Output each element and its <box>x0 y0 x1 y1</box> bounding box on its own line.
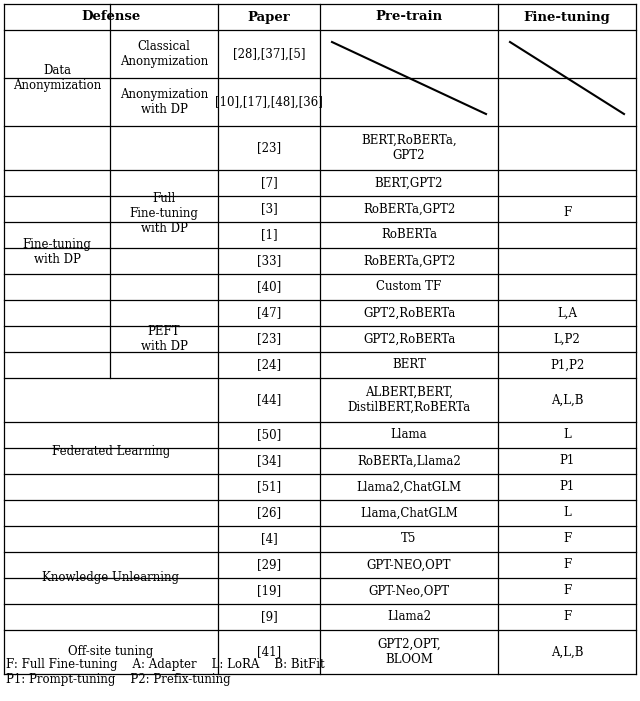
Text: [23]: [23] <box>257 142 281 154</box>
Text: Paper: Paper <box>248 11 291 24</box>
Text: A,L,B: A,L,B <box>551 646 583 658</box>
Text: GPT2,RoBERTa: GPT2,RoBERTa <box>363 306 455 320</box>
Text: GPT-Neo,OPT: GPT-Neo,OPT <box>369 585 449 597</box>
Text: [23]: [23] <box>257 332 281 346</box>
Text: Llama,ChatGLM: Llama,ChatGLM <box>360 507 458 519</box>
Text: L,P2: L,P2 <box>554 332 580 346</box>
Text: [50]: [50] <box>257 428 281 442</box>
Text: [51]: [51] <box>257 480 281 494</box>
Text: RoBERTa,GPT2: RoBERTa,GPT2 <box>363 254 455 268</box>
Text: BERT: BERT <box>392 358 426 372</box>
Text: Llama: Llama <box>390 428 428 442</box>
Text: Defense: Defense <box>81 11 141 24</box>
Text: RoBERTa,GPT2: RoBERTa,GPT2 <box>363 203 455 215</box>
Text: P1: P1 <box>559 454 575 468</box>
Text: F: Full Fine-tuning    A: Adapter    L: LoRA    B: BitFit
P1: Prompt-tuning    P: F: Full Fine-tuning A: Adapter L: LoRA B… <box>6 658 324 686</box>
Text: [47]: [47] <box>257 306 281 320</box>
Text: T5: T5 <box>401 533 417 545</box>
Text: L,A: L,A <box>557 306 577 320</box>
Text: [4]: [4] <box>260 533 277 545</box>
Text: Fine-tuning: Fine-tuning <box>524 11 611 24</box>
Text: [40]: [40] <box>257 280 281 294</box>
Text: Anonymization
with DP: Anonymization with DP <box>120 88 208 116</box>
Text: [28],[37],[5]: [28],[37],[5] <box>233 48 305 60</box>
Text: [9]: [9] <box>260 611 277 623</box>
Text: [7]: [7] <box>260 177 277 189</box>
Text: Fine-tuning
with DP: Fine-tuning with DP <box>22 238 92 266</box>
Text: Off-site tuning: Off-site tuning <box>68 646 154 658</box>
Text: RoBERTa,Llama2: RoBERTa,Llama2 <box>357 454 461 468</box>
Text: [29]: [29] <box>257 559 281 571</box>
Text: BERT,GPT2: BERT,GPT2 <box>375 177 443 189</box>
Text: GPT-NEO,OPT: GPT-NEO,OPT <box>367 559 451 571</box>
Text: [44]: [44] <box>257 393 281 407</box>
Text: [33]: [33] <box>257 254 281 268</box>
Text: PEFT
with DP: PEFT with DP <box>141 325 188 353</box>
Text: RoBERTa: RoBERTa <box>381 229 437 242</box>
Text: Classical
Anonymization: Classical Anonymization <box>120 40 208 68</box>
Text: A,L,B: A,L,B <box>551 393 583 407</box>
Text: P1,P2: P1,P2 <box>550 358 584 372</box>
Text: [26]: [26] <box>257 507 281 519</box>
Text: [41]: [41] <box>257 646 281 658</box>
Text: F: F <box>563 585 571 597</box>
Text: ALBERT,BERT,
DistilBERT,RoBERTa: ALBERT,BERT, DistilBERT,RoBERTa <box>348 386 470 414</box>
Text: Data
Anonymization: Data Anonymization <box>13 64 101 92</box>
Text: F: F <box>563 559 571 571</box>
Text: F: F <box>563 207 571 219</box>
Text: L: L <box>563 428 571 442</box>
Text: [10],[17],[48],[36]: [10],[17],[48],[36] <box>215 95 323 109</box>
Text: P1: P1 <box>559 480 575 494</box>
Text: L: L <box>563 507 571 519</box>
Text: Knowledge Unlearning: Knowledge Unlearning <box>42 571 179 585</box>
Text: [24]: [24] <box>257 358 281 372</box>
Text: [3]: [3] <box>260 203 277 215</box>
Text: F: F <box>563 611 571 623</box>
Text: Custom TF: Custom TF <box>376 280 442 294</box>
Text: [19]: [19] <box>257 585 281 597</box>
Text: Federated Learning: Federated Learning <box>52 446 170 458</box>
Text: Llama2,ChatGLM: Llama2,ChatGLM <box>356 480 461 494</box>
Text: Pre-train: Pre-train <box>376 11 443 24</box>
Text: Full
Fine-tuning
with DP: Full Fine-tuning with DP <box>129 191 198 235</box>
Text: GPT2,RoBERTa: GPT2,RoBERTa <box>363 332 455 346</box>
Text: F: F <box>563 533 571 545</box>
Text: BERT,RoBERTa,
GPT2: BERT,RoBERTa, GPT2 <box>361 134 457 162</box>
Text: [1]: [1] <box>260 229 277 242</box>
Text: Llama2: Llama2 <box>387 611 431 623</box>
Text: [34]: [34] <box>257 454 281 468</box>
Text: GPT2,OPT,
BLOOM: GPT2,OPT, BLOOM <box>377 638 441 666</box>
